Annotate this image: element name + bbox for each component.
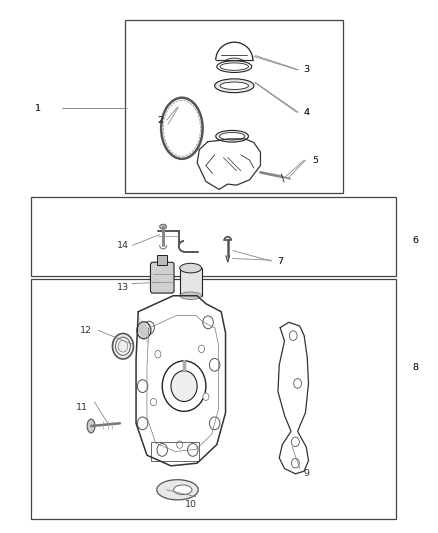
Circle shape bbox=[187, 443, 198, 456]
Circle shape bbox=[198, 345, 205, 353]
Circle shape bbox=[203, 393, 209, 400]
Text: 7: 7 bbox=[277, 257, 283, 265]
Circle shape bbox=[203, 316, 213, 329]
Ellipse shape bbox=[157, 480, 198, 500]
Ellipse shape bbox=[215, 79, 254, 93]
FancyBboxPatch shape bbox=[150, 262, 174, 293]
Ellipse shape bbox=[220, 63, 248, 70]
Circle shape bbox=[209, 417, 220, 430]
Text: 13: 13 bbox=[117, 283, 129, 292]
Circle shape bbox=[291, 437, 299, 447]
Text: 6: 6 bbox=[413, 237, 418, 246]
Circle shape bbox=[209, 359, 220, 371]
Ellipse shape bbox=[219, 133, 245, 140]
Ellipse shape bbox=[118, 341, 128, 352]
Circle shape bbox=[157, 443, 167, 456]
Text: 5: 5 bbox=[312, 156, 318, 165]
Text: 8: 8 bbox=[413, 363, 418, 372]
Text: 1: 1 bbox=[35, 103, 41, 112]
Bar bbox=[157, 255, 167, 265]
Circle shape bbox=[177, 441, 183, 448]
Text: 4: 4 bbox=[304, 108, 309, 117]
Text: 1: 1 bbox=[35, 103, 41, 112]
Text: 5: 5 bbox=[312, 156, 318, 165]
Circle shape bbox=[289, 331, 297, 341]
Text: 10: 10 bbox=[185, 500, 197, 509]
Text: 3: 3 bbox=[303, 66, 309, 74]
Circle shape bbox=[144, 321, 154, 334]
Bar bbox=[180, 268, 201, 296]
Text: 4: 4 bbox=[304, 108, 309, 117]
Circle shape bbox=[293, 378, 301, 388]
Ellipse shape bbox=[171, 370, 197, 401]
Ellipse shape bbox=[173, 485, 192, 495]
Text: 3: 3 bbox=[303, 66, 309, 74]
Text: 8: 8 bbox=[413, 363, 418, 372]
Ellipse shape bbox=[113, 334, 134, 359]
Circle shape bbox=[291, 458, 299, 468]
Bar bbox=[31, 279, 396, 519]
Ellipse shape bbox=[220, 82, 248, 90]
Circle shape bbox=[155, 351, 161, 358]
Ellipse shape bbox=[180, 263, 201, 273]
Ellipse shape bbox=[216, 131, 248, 142]
Bar bbox=[151, 442, 199, 461]
Ellipse shape bbox=[217, 61, 252, 72]
Text: 7: 7 bbox=[277, 257, 283, 265]
Text: 11: 11 bbox=[75, 403, 88, 412]
Circle shape bbox=[138, 379, 148, 392]
Circle shape bbox=[138, 417, 148, 430]
Text: 6: 6 bbox=[413, 237, 418, 246]
Ellipse shape bbox=[137, 322, 151, 339]
Bar bbox=[31, 197, 396, 276]
Ellipse shape bbox=[116, 337, 131, 356]
Ellipse shape bbox=[162, 361, 206, 411]
Bar bbox=[125, 20, 343, 193]
Text: 2: 2 bbox=[157, 116, 163, 125]
Ellipse shape bbox=[180, 292, 201, 300]
Ellipse shape bbox=[87, 419, 95, 433]
Text: 9: 9 bbox=[304, 470, 309, 478]
Ellipse shape bbox=[159, 224, 166, 229]
Text: 2: 2 bbox=[157, 116, 163, 125]
Circle shape bbox=[150, 398, 156, 406]
Text: 14: 14 bbox=[117, 241, 129, 250]
Text: 12: 12 bbox=[80, 326, 92, 335]
